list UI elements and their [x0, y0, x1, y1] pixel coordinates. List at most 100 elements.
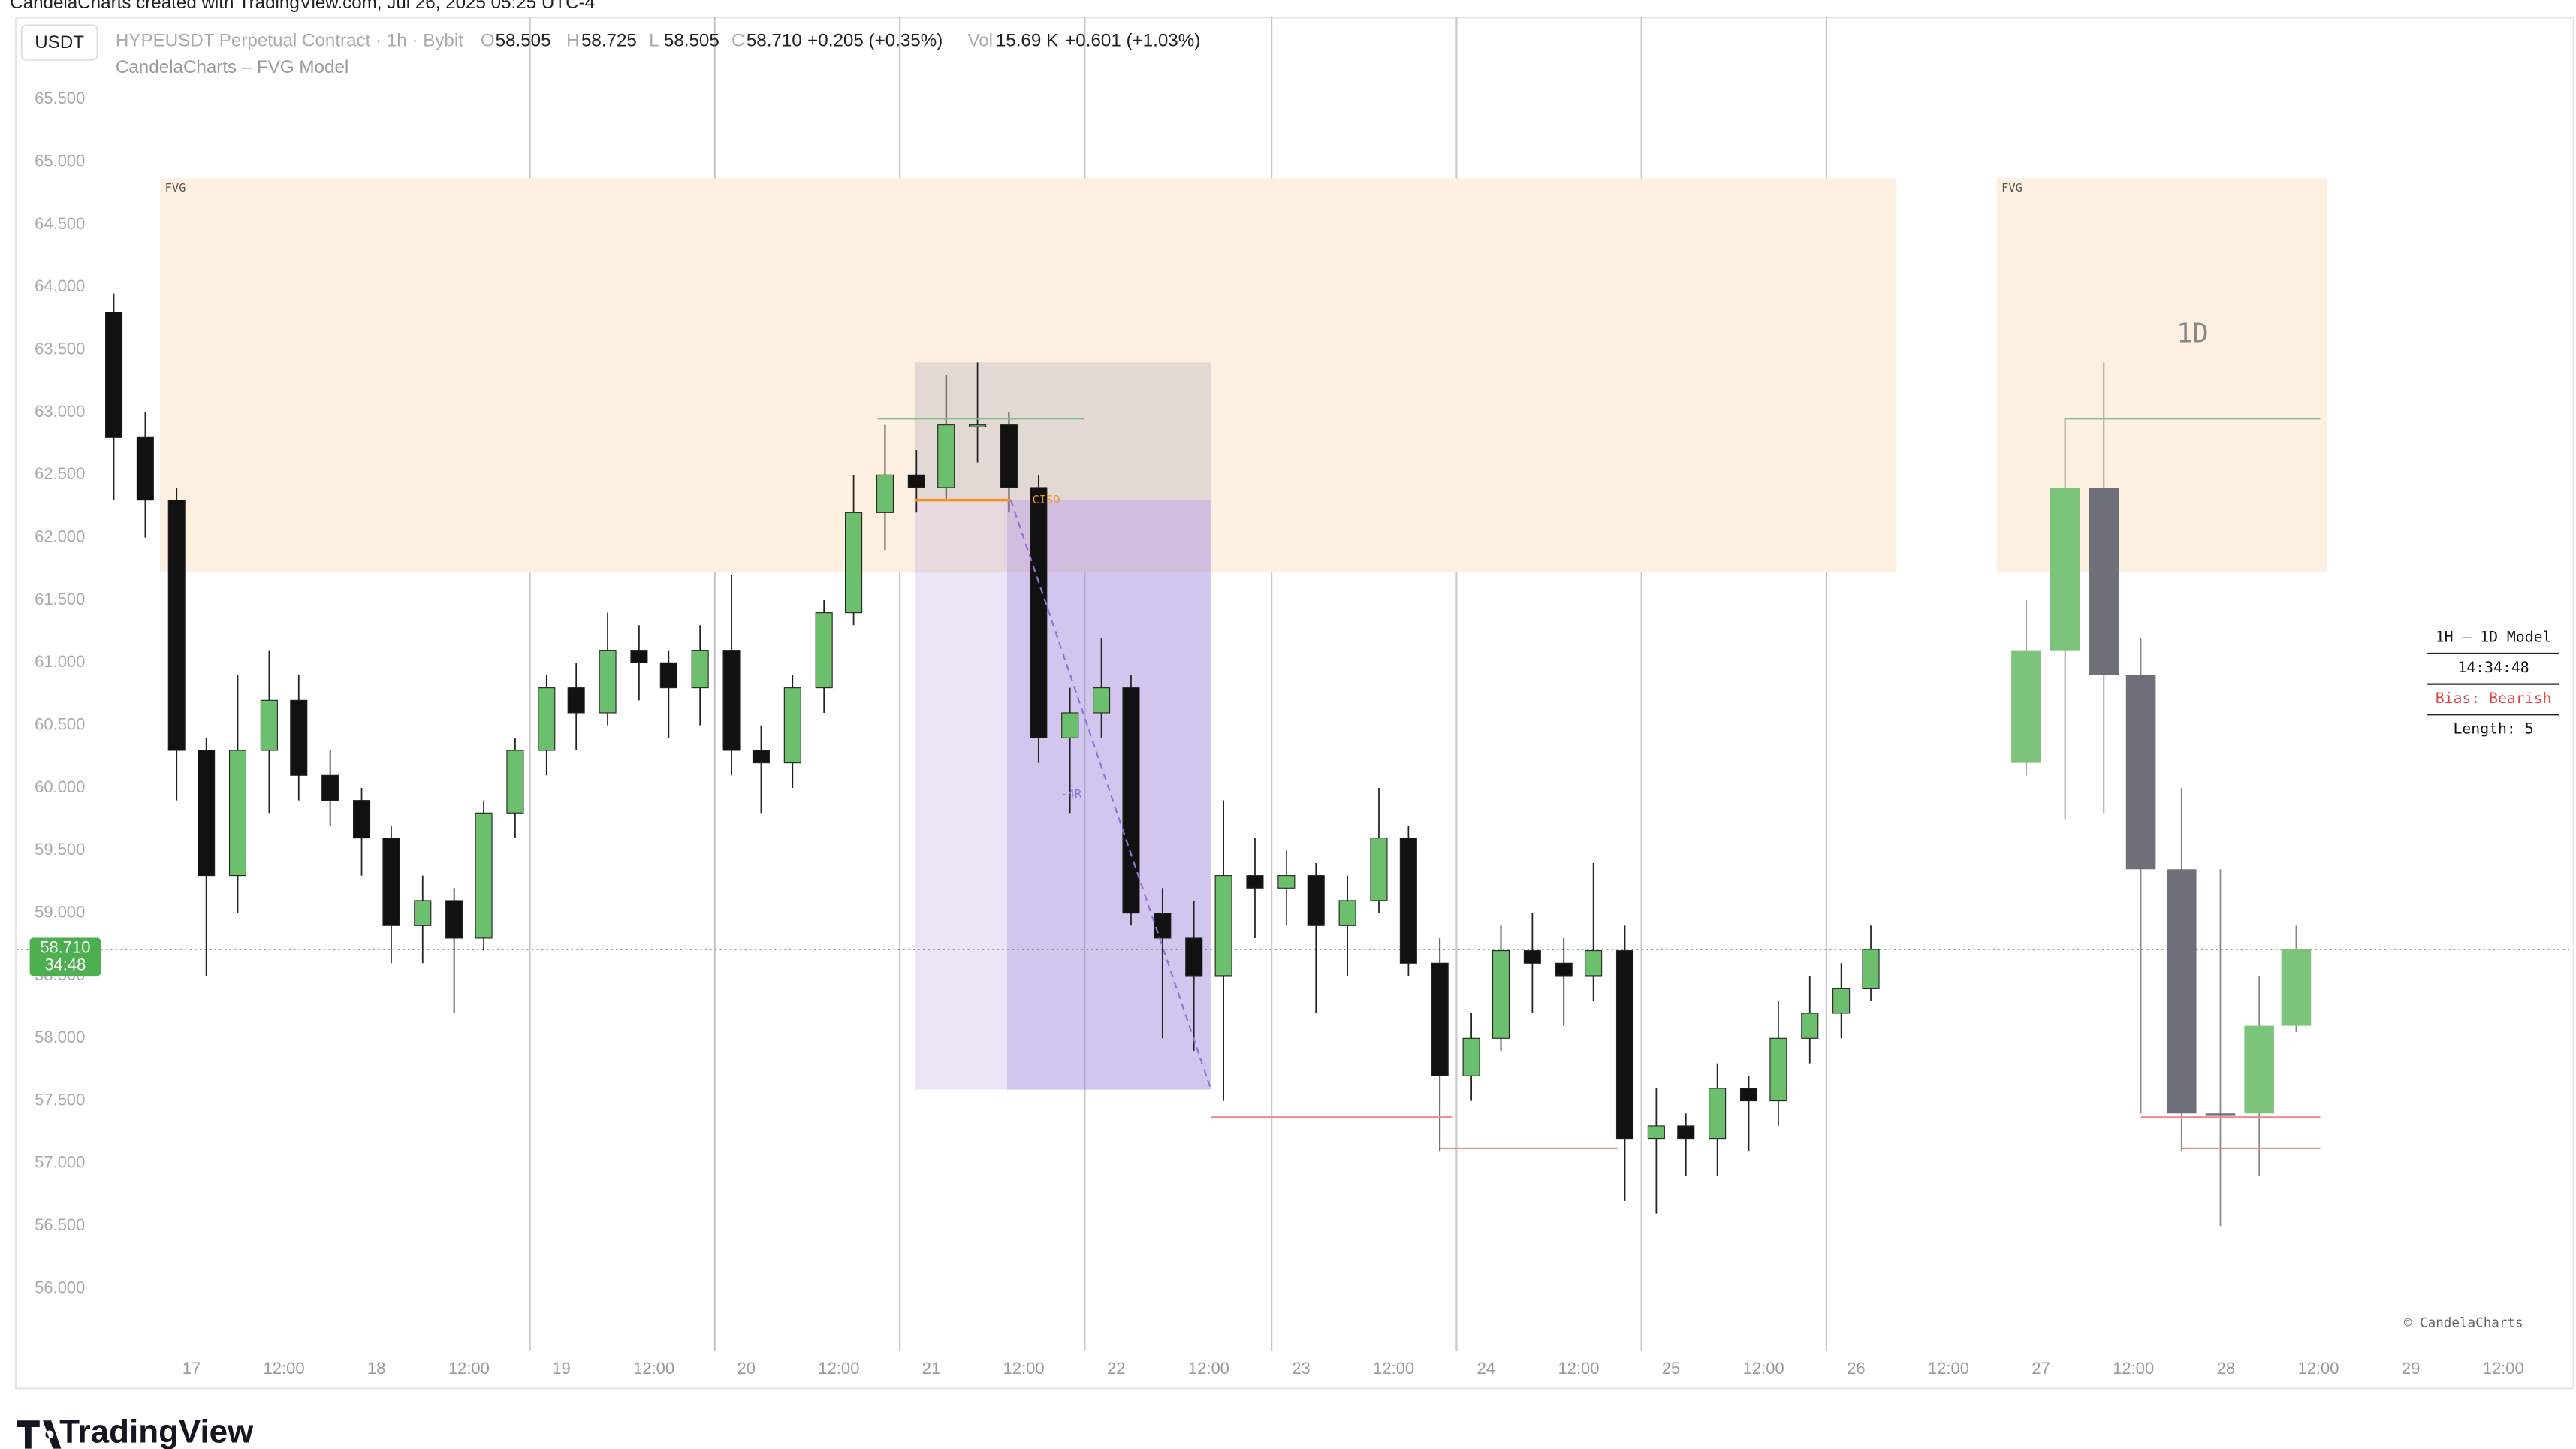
- y-tick-label: 60.500: [35, 714, 85, 733]
- candle-body: [1370, 838, 1388, 901]
- price-tag-label: 58.710: [40, 938, 90, 957]
- table-cell: 1H – 1D Model: [2436, 629, 2552, 646]
- candle-body: [1709, 1088, 1727, 1140]
- x-tick-label: 19: [552, 1359, 570, 1378]
- candle-body: [876, 474, 894, 513]
- candle-body: [2125, 675, 2156, 870]
- candle-body: [599, 650, 617, 714]
- candle-body: [1523, 950, 1541, 964]
- table-cell: 14:34:48: [2457, 659, 2529, 676]
- x-tick-label: 22: [1107, 1359, 1125, 1378]
- y-tick-label: 64.000: [35, 276, 85, 295]
- candle-body: [567, 687, 585, 714]
- copyright: © CandelaCharts: [2404, 1316, 2523, 1331]
- y-tick-label: 56.000: [35, 1278, 85, 1297]
- marks: [104, 293, 2312, 1227]
- currency-button[interactable]: [20, 24, 98, 61]
- x-tick-label: 24: [1477, 1359, 1495, 1378]
- candle-body: [2089, 487, 2119, 675]
- reward-box: [914, 500, 1211, 1090]
- cisd-label: CISD: [1032, 493, 1060, 506]
- x-tick-label: 12:00: [1373, 1359, 1414, 1378]
- candle-body: [1154, 913, 1172, 939]
- candle-body: [414, 900, 432, 926]
- candle-body: [2050, 487, 2080, 651]
- candle-body: [1555, 962, 1573, 977]
- projection-label: -4R: [1060, 787, 1082, 801]
- candle-body: [845, 512, 863, 614]
- x-tick-label: 26: [1847, 1359, 1865, 1378]
- x-tick-label: 12:00: [1928, 1359, 1969, 1378]
- y-tick-label: 63.000: [35, 402, 85, 421]
- volume: 15.69 K: [996, 31, 1058, 51]
- candle-body: [1061, 712, 1079, 738]
- fvg-label: FVG: [165, 181, 186, 195]
- y-tick-label: 61.500: [35, 590, 85, 608]
- candle-body: [1214, 875, 1232, 977]
- ohlc-label: C: [731, 31, 744, 51]
- candle-body: [1801, 1013, 1819, 1039]
- risk-box: [914, 362, 1211, 500]
- candle-body: [198, 750, 216, 877]
- candle-body: [2166, 869, 2197, 1114]
- candle-body: [1462, 1037, 1480, 1076]
- brand-logo[interactable]: [16, 1420, 62, 1449]
- candle-body: [1122, 687, 1140, 914]
- x-tick-label: 12:00: [1743, 1359, 1784, 1378]
- overlay: USDT HYPEUSDT Perpetual Contract · 1h · …: [16, 24, 2560, 1449]
- candle-body: [260, 699, 278, 751]
- candle-body: [382, 838, 400, 926]
- y-tick-label: 61.000: [35, 652, 85, 671]
- candle-body: [1030, 487, 1048, 738]
- candle-body: [1093, 687, 1111, 714]
- y-tick-label: 65.000: [35, 151, 85, 170]
- fvg-zone: [1996, 178, 2328, 573]
- x-tick-label: 28: [2217, 1359, 2235, 1378]
- candle-body: [2011, 650, 2041, 763]
- x-tick-label: 17: [182, 1359, 201, 1378]
- y-tick-label: 57.500: [35, 1090, 85, 1109]
- candle-body: [1307, 875, 1325, 926]
- ohlc-value: 58.710: [747, 31, 802, 51]
- candle-body: [907, 474, 925, 488]
- candle-body: [1585, 950, 1603, 977]
- candle-body: [228, 750, 247, 877]
- table-cell: Bias: Bearish: [2436, 690, 2552, 707]
- currency[interactable]: USDT: [35, 32, 84, 53]
- x-tick-label: 12:00: [2297, 1359, 2339, 1378]
- candle-body: [475, 812, 493, 939]
- candle-body: [506, 750, 524, 814]
- vol-label: Vol: [967, 31, 993, 51]
- candle-body: [630, 650, 648, 663]
- ohlc-value: 58.505: [496, 31, 551, 51]
- x-tick-label: 12:00: [2483, 1359, 2524, 1378]
- table-cell: Length: 5: [2454, 720, 2534, 738]
- x-tick-label: 12:00: [633, 1359, 674, 1378]
- candle-body: [445, 900, 463, 939]
- x-tick-label: 12:00: [1558, 1359, 1599, 1378]
- x-tick-label: 12:00: [1003, 1359, 1045, 1378]
- candle-body: [659, 662, 677, 689]
- candle-body: [104, 312, 123, 438]
- brand[interactable]: TradingView: [59, 1413, 254, 1449]
- indicator-name: CandelaCharts – FVG Model: [116, 57, 348, 77]
- candle-body: [136, 436, 154, 501]
- price-tag: [29, 937, 101, 977]
- candle-body: [1492, 950, 1510, 1039]
- candle-body: [1338, 900, 1356, 926]
- candle-body: [1677, 1125, 1695, 1140]
- vol-change: +0.601 (+1.03%): [1065, 31, 1200, 51]
- watermark: CandelaCharts created with TradingView.c…: [10, 0, 595, 13]
- candle-body: [1647, 1125, 1665, 1140]
- candle-body: [969, 424, 987, 427]
- x-tick-label: 21: [922, 1359, 940, 1378]
- candle-body: [1277, 875, 1296, 889]
- price-countdown: 34:48: [44, 955, 86, 974]
- candle-body: [167, 500, 186, 751]
- candle-body: [321, 774, 339, 801]
- candle-body: [937, 424, 955, 488]
- chart-frame: [14, 17, 2574, 1390]
- x-tick-label: 12:00: [818, 1359, 859, 1378]
